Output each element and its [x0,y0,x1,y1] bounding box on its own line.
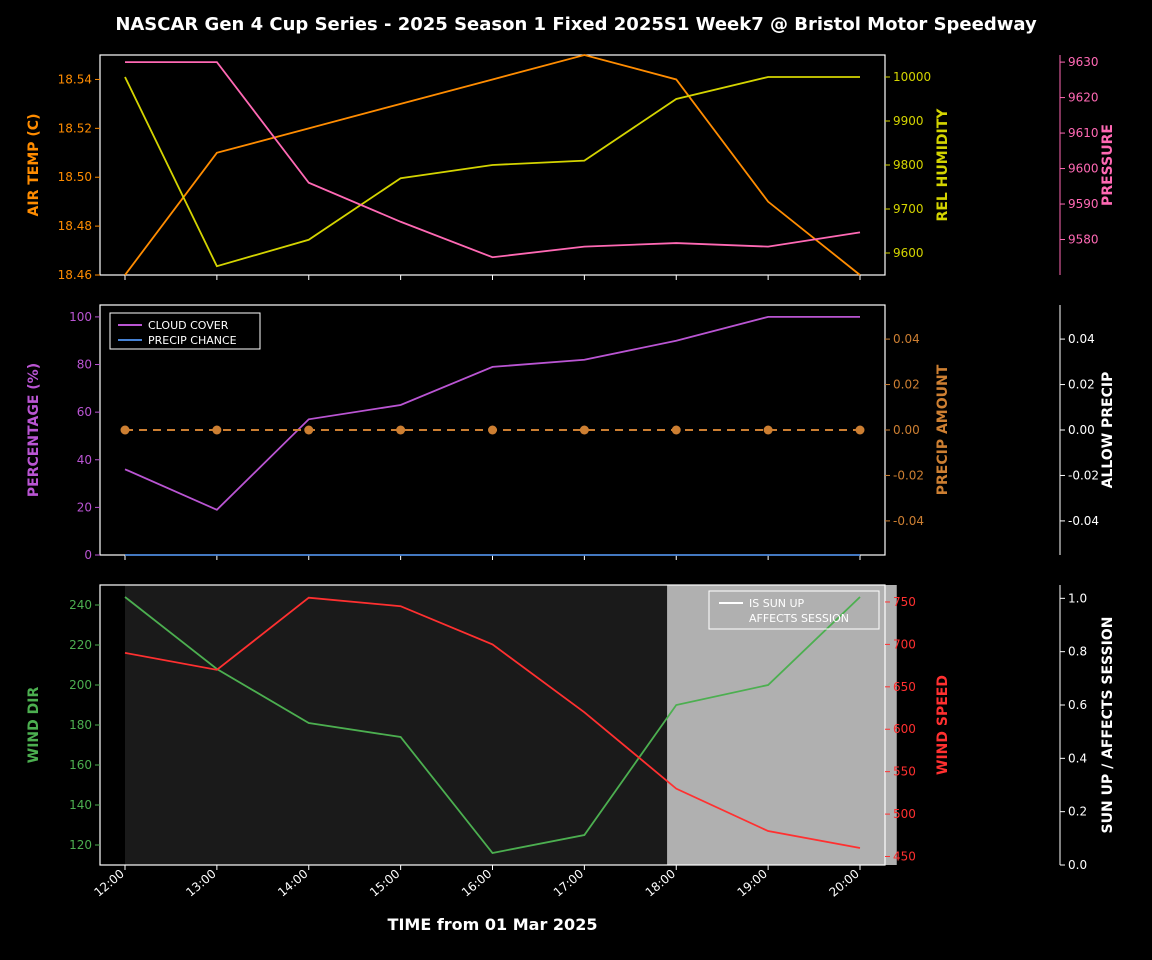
ylabel-right2: ALLOW PRECIP [1100,372,1116,489]
marker-precip-amount [672,426,681,435]
ytick-label-right1: 750 [893,595,916,609]
ytick-label-right1: 9900 [893,114,924,128]
ytick-label-left: 20 [77,500,92,514]
ytick-label-right1: 9600 [893,246,924,260]
ytick-label-right2: 1.0 [1068,591,1087,605]
ytick-label-right1: 9800 [893,158,924,172]
ylabel-left: PERCENTAGE (%) [26,363,42,497]
ytick-label-left: 18.48 [58,219,92,233]
legend-label-sunup: IS SUN UP [749,597,805,610]
legend-label-cloud: CLOUD COVER [148,319,229,332]
ytick-label-right1: 500 [893,807,916,821]
ylabel-right1: WIND SPEED [935,675,951,775]
ylabel-left: WIND DIR [26,687,42,764]
ylabel-right2: PRESSURE [1100,124,1116,206]
marker-precip-amount [212,426,221,435]
ytick-label-left: 80 [77,358,92,372]
ytick-label-right1: -0.02 [893,468,924,482]
ylabel-right2: SUN UP / AFFECTS SESSION [1100,617,1116,834]
ytick-label-left: 160 [69,758,92,772]
marker-precip-amount [488,426,497,435]
ytick-label-left: 40 [77,453,92,467]
xlabel: TIME from 01 Mar 2025 [388,915,598,934]
ytick-label-right2: 9590 [1068,197,1099,211]
ytick-label-right2: 0.6 [1068,698,1087,712]
ytick-label-right1: 700 [893,637,916,651]
ytick-label-left: 0 [84,548,92,562]
ytick-label-right2: 0.8 [1068,645,1087,659]
ytick-label-right2: 0.04 [1068,332,1095,346]
ytick-label-left: 60 [77,405,92,419]
ytick-label-right1: 550 [893,765,916,779]
ytick-label-right1: 0.04 [893,332,920,346]
ytick-label-left: 220 [69,638,92,652]
ytick-label-right2: 9620 [1068,91,1099,105]
ytick-label-right2: 0.00 [1068,423,1095,437]
ytick-label-right1: -0.04 [893,514,924,528]
marker-precip-amount [856,426,865,435]
ytick-label-left: 100 [69,310,92,324]
ytick-label-right2: -0.02 [1068,468,1099,482]
ytick-label-right2: 0.0 [1068,858,1087,872]
legend-swatch [719,613,743,623]
ytick-label-left: 18.46 [58,268,92,282]
marker-precip-amount [121,426,130,435]
ytick-label-left: 240 [69,598,92,612]
legend-label-affects: AFFECTS SESSION [749,612,849,625]
ytick-label-right2: 0.4 [1068,751,1087,765]
ytick-label-right2: 0.02 [1068,378,1095,392]
chart-title: NASCAR Gen 4 Cup Series - 2025 Season 1 … [115,14,1037,35]
ytick-label-right2: 9600 [1068,162,1099,176]
ytick-label-right1: 0.02 [893,378,920,392]
legend-label-precip: PRECIP CHANCE [148,334,237,347]
ytick-label-right2: -0.04 [1068,514,1099,528]
ytick-label-right2: 9630 [1068,55,1099,69]
ylabel-right1: PRECIP AMOUNT [935,364,951,495]
ytick-label-left: 120 [69,838,92,852]
ytick-label-right1: 600 [893,722,916,736]
marker-precip-amount [764,426,773,435]
ytick-label-right1: 10000 [893,70,931,84]
ytick-label-left: 180 [69,718,92,732]
ytick-label-left: 18.52 [58,121,92,135]
ylabel-left: AIR TEMP (C) [26,114,42,217]
shade-dark [125,585,667,865]
ytick-label-right1: 0.00 [893,423,920,437]
ytick-label-left: 18.50 [58,170,92,184]
ytick-label-right1: 650 [893,680,916,694]
marker-precip-amount [396,426,405,435]
ylabel-right1: REL HUMIDITY [935,108,951,222]
ytick-label-right1: 9700 [893,202,924,216]
marker-precip-amount [304,426,313,435]
ytick-label-right2: 0.2 [1068,805,1087,819]
ytick-label-left: 18.54 [58,72,92,86]
ytick-label-right2: 9580 [1068,233,1099,247]
ytick-label-right1: 450 [893,850,916,864]
shade-light [667,585,897,865]
marker-precip-amount [580,426,589,435]
ytick-label-left: 200 [69,678,92,692]
ytick-label-right2: 9610 [1068,126,1099,140]
ytick-label-left: 140 [69,798,92,812]
